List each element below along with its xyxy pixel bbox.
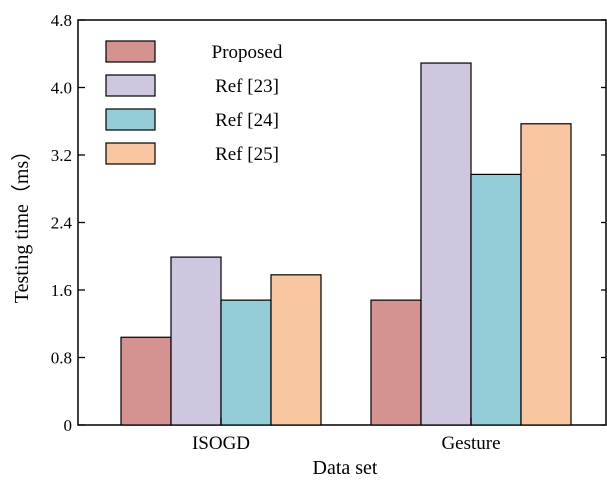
legend-label: Ref [24] xyxy=(215,110,279,131)
y-axis-title: Testing time（ms） xyxy=(10,141,33,303)
y-tick-label: 3.2 xyxy=(51,146,72,165)
x-category-label: ISOGD xyxy=(192,433,250,454)
y-tick-label: 0 xyxy=(64,416,73,435)
bar-4-isogd xyxy=(270,274,322,426)
legend: Proposed Ref [23] Ref [24] Ref [25] xyxy=(105,40,283,165)
legend-swatch xyxy=(105,40,156,63)
x-category-label: Gesture xyxy=(441,433,500,454)
y-tick-label: 0.8 xyxy=(51,349,72,368)
y-tick-label: 4.0 xyxy=(51,79,72,98)
legend-label: Proposed xyxy=(212,42,283,63)
bar-2-isogd xyxy=(170,256,222,426)
bar-series xyxy=(120,62,572,426)
y-tick-label: 4.8 xyxy=(51,11,72,30)
bar-1-gesture xyxy=(370,299,422,426)
x-axis-ticks xyxy=(220,418,472,425)
y-axis-tick-labels: 0 0.8 1.6 2.4 3.2 4.0 4.8 xyxy=(51,11,73,435)
bar-2-gesture xyxy=(420,62,472,426)
y-tick-label: 1.6 xyxy=(51,281,72,300)
y-axis-ticks xyxy=(78,19,606,426)
legend-swatch xyxy=(105,142,156,165)
bar-1-isogd xyxy=(120,336,172,426)
legend-swatch xyxy=(105,74,156,97)
legend-swatch xyxy=(105,108,156,131)
x-axis-category-labels: ISOGD Gesture xyxy=(192,433,501,454)
y-tick-label: 2.4 xyxy=(51,214,73,233)
bar-3-gesture xyxy=(470,173,522,426)
x-axis-title: Data set xyxy=(313,457,378,479)
legend-label: Ref [23] xyxy=(215,76,279,97)
bar-3-isogd xyxy=(220,299,272,426)
bar-4-gesture xyxy=(520,123,572,426)
legend-label: Ref [25] xyxy=(215,144,279,165)
